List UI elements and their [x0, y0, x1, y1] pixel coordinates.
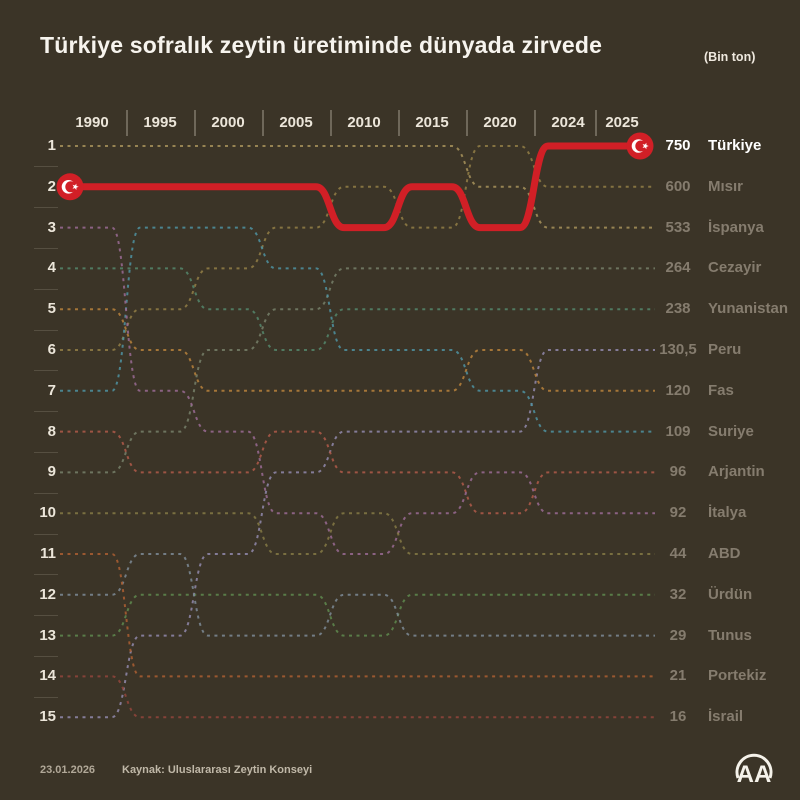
- rank-separator: [34, 574, 58, 576]
- rank-separator: [34, 166, 58, 168]
- year-label-1995: 1995: [143, 114, 177, 131]
- series-line-Peru: [60, 349, 655, 719]
- legend-name-Mısır: Mısır: [708, 177, 744, 195]
- agency-logo: AA: [735, 753, 773, 788]
- legend-value-Mısır: 600: [665, 177, 691, 195]
- year-separator: [262, 110, 264, 136]
- legend-name-İspanya: İspanya: [708, 218, 764, 236]
- legend-name-ABD: ABD: [708, 545, 741, 562]
- rank-label-8: 8: [47, 422, 56, 440]
- series-line-Suriye: [60, 226, 655, 433]
- rank-label-1: 1: [47, 137, 56, 154]
- rank-label-10: 10: [39, 504, 56, 522]
- legend-name-Suriye: Suriye: [708, 422, 754, 440]
- legend-name-Cezayir: Cezayir: [708, 259, 762, 277]
- rank-separator: [34, 452, 58, 453]
- legend-name-Türkiye: Türkiye: [708, 137, 762, 154]
- agency-logo-text: AA: [737, 761, 772, 788]
- year-label-2010: 2010: [347, 114, 381, 131]
- rank-separator: [34, 370, 58, 372]
- year-label-1990: 1990: [75, 114, 109, 131]
- turkish-flag-icon: [56, 173, 84, 201]
- legend-name-Fas: Fas: [708, 381, 734, 399]
- series-line-Portekiz: [60, 553, 655, 678]
- rank-label-4: 4: [47, 259, 56, 277]
- legend-value-Tunus: 29: [669, 626, 687, 644]
- series-line-Mısır: [60, 145, 655, 351]
- series-line-İsrail: [60, 675, 655, 719]
- legend-value-İsrail: 16: [669, 708, 687, 726]
- rank-label-12: 12: [39, 585, 56, 603]
- page-title: Türkiye sofralık zeytin üretiminde dünya…: [40, 32, 603, 58]
- year-separator: [534, 110, 536, 136]
- legend-value-ABD: 44: [669, 545, 687, 562]
- rank-separator: [34, 248, 58, 249]
- rank-label-3: 3: [47, 218, 56, 236]
- year-separator: [194, 110, 196, 136]
- rank-separator: [34, 696, 58, 698]
- year-label-2025: 2025: [605, 114, 639, 131]
- legend-value-İspanya: 533: [665, 218, 691, 236]
- rank-separator: [34, 411, 58, 413]
- series-line-Ürdün: [60, 593, 655, 637]
- year-label-2005: 2005: [279, 114, 313, 131]
- rank-label-11: 11: [40, 545, 56, 562]
- year-separator: [398, 110, 400, 136]
- legend-value-Portekiz: 21: [669, 667, 687, 685]
- legend-name-Tunus: Tunus: [708, 626, 752, 644]
- publish-date: 23.01.2026: [40, 764, 96, 776]
- series-line-ABD: [60, 512, 655, 555]
- rank-separator: [34, 533, 58, 535]
- series-line-Arjantin: [60, 430, 655, 515]
- legend-value-Suriye: 109: [665, 422, 691, 440]
- legend-value-İtalya: 92: [669, 504, 687, 522]
- rank-label-2: 2: [47, 177, 56, 195]
- turkish-flag-icon: [626, 132, 654, 160]
- series-line-Cezayir: [60, 267, 655, 474]
- legend-value-Peru: 130,5: [659, 341, 697, 358]
- year-separator: [126, 110, 128, 136]
- legend-name-Portekiz: Portekiz: [708, 667, 767, 685]
- rank-label-6: 6: [47, 341, 56, 358]
- series-line-Tunus: [60, 553, 655, 637]
- year-separator: [466, 110, 468, 136]
- legend-value-Arjantin: 96: [669, 463, 687, 481]
- rank-label-14: 14: [39, 667, 56, 685]
- legend-name-Peru: Peru: [708, 341, 742, 358]
- rank-separator: [34, 207, 58, 209]
- legend-value-Yunanistan: 238: [665, 300, 691, 318]
- rank-separator: [34, 615, 58, 617]
- year-label-2015: 2015: [415, 114, 449, 131]
- year-label-2024: 2024: [551, 114, 585, 131]
- legend-name-Arjantin: Arjantin: [708, 463, 765, 481]
- source-note: Kaynak: Uluslararası Zeytin Konseyi: [122, 764, 313, 776]
- series-line-Yunanistan: [60, 267, 655, 351]
- rank-label-15: 15: [39, 708, 56, 726]
- legend-value-Cezayir: 264: [665, 259, 691, 277]
- legend-name-İsrail: İsrail: [708, 708, 744, 726]
- rank-separator: [34, 492, 58, 494]
- legend-value-Ürdün: 32: [669, 585, 687, 603]
- series-line-İspanya: [60, 145, 655, 229]
- legend-name-Yunanistan: Yunanistan: [708, 300, 789, 318]
- legend-name-Ürdün: Ürdün: [708, 585, 753, 603]
- year-separator: [330, 110, 332, 136]
- series-line-Türkiye: [66, 142, 644, 232]
- legend-value-Fas: 120: [665, 381, 691, 399]
- rank-separator: [34, 656, 58, 657]
- year-separator: [595, 110, 597, 136]
- rank-separator: [34, 288, 58, 290]
- year-label-2000: 2000: [211, 114, 245, 131]
- unit-label: (Bin ton): [704, 50, 756, 64]
- rank-label-5: 5: [47, 300, 56, 318]
- rank-label-9: 9: [47, 463, 56, 481]
- rank-label-13: 13: [39, 626, 56, 644]
- legend-name-İtalya: İtalya: [708, 504, 747, 522]
- rank-label-7: 7: [47, 381, 56, 399]
- rank-separator: [34, 329, 58, 331]
- legend-value-Türkiye: 750: [665, 137, 691, 154]
- year-label-2020: 2020: [483, 114, 517, 131]
